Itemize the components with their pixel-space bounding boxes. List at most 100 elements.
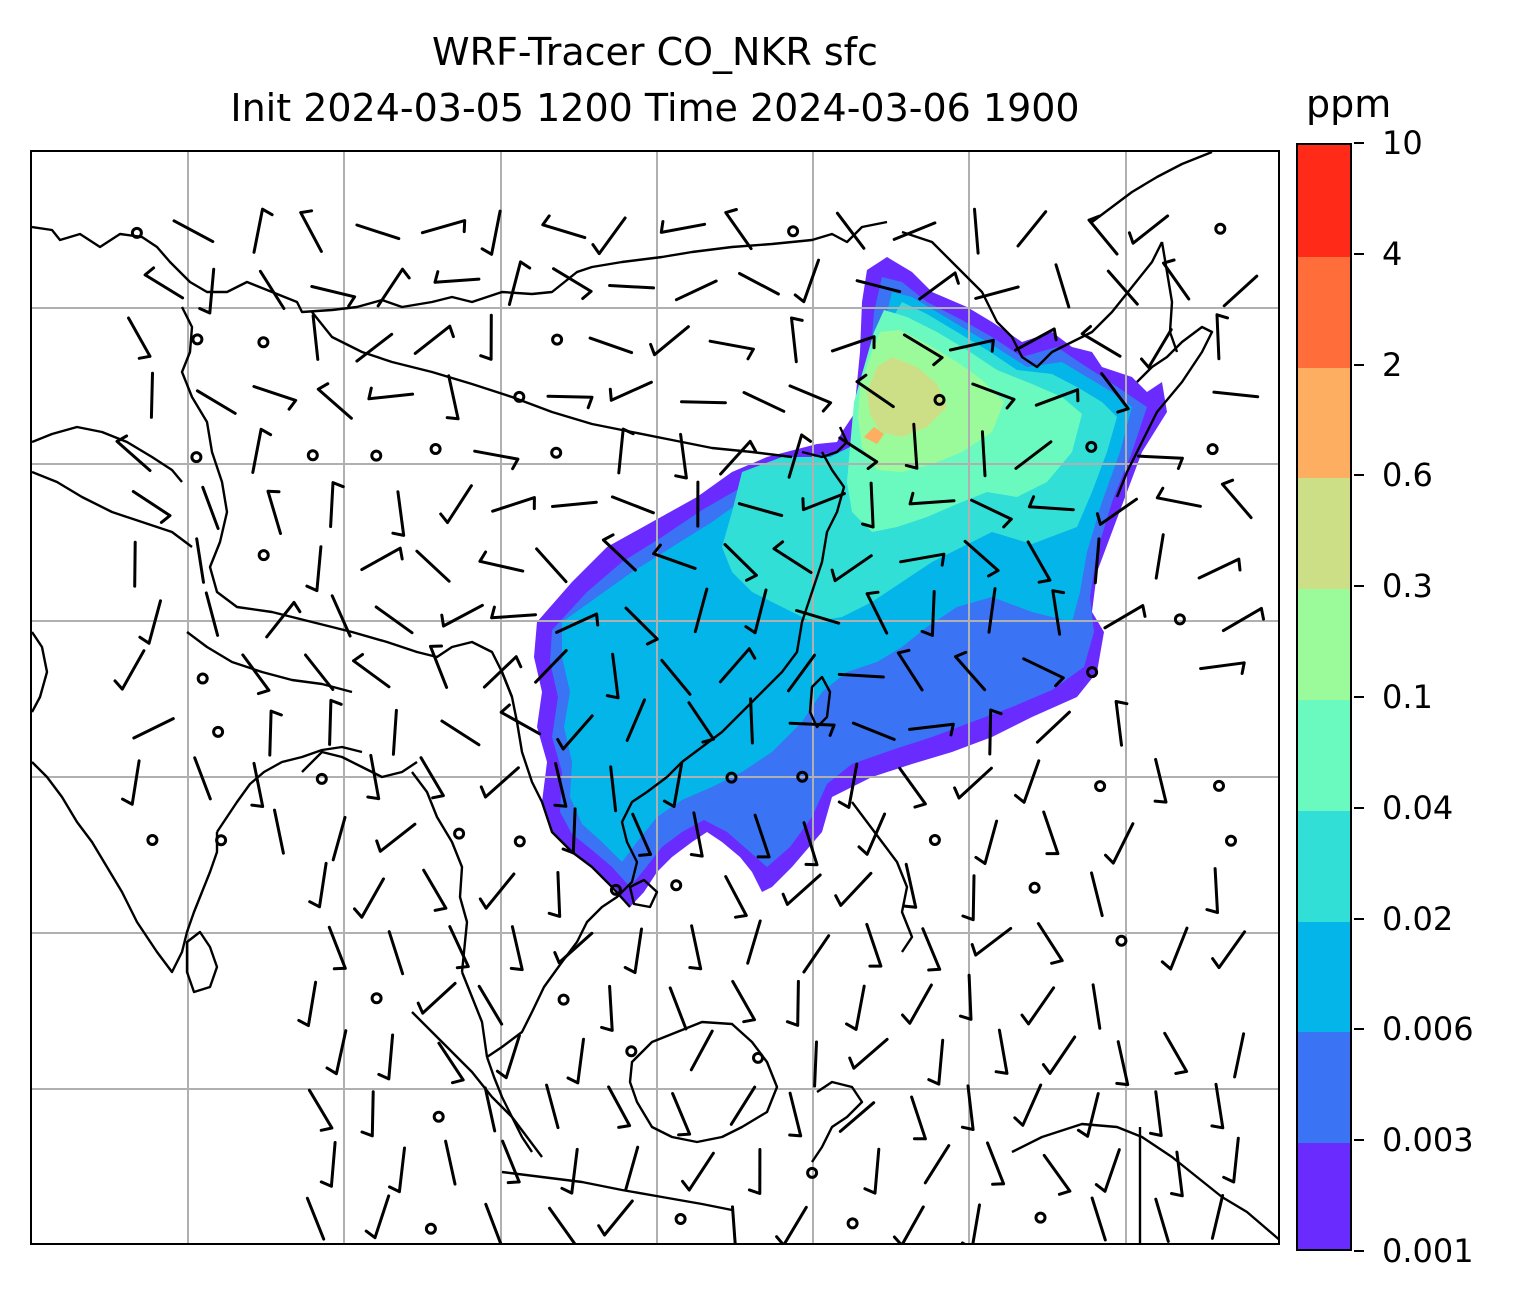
wind-barb [1127, 214, 1170, 245]
calm-wind-marker [191, 333, 204, 346]
wind-barb [1090, 1196, 1107, 1242]
calm-wind-marker [1086, 666, 1099, 679]
coast-hainan [628, 878, 659, 909]
colorbar-tick-label: 0.1 [1382, 678, 1433, 716]
wind-barb [980, 430, 987, 478]
wind-barb [1233, 1032, 1246, 1079]
wind-barb [674, 432, 688, 480]
wind-barb [364, 1194, 391, 1240]
wind-barb [908, 491, 956, 506]
wind-barb [742, 391, 786, 413]
map-panel[interactable] [30, 150, 1280, 1245]
wind-barb [366, 753, 381, 801]
wind-barb [689, 811, 704, 858]
wind-barb [132, 717, 175, 740]
map-title: WRF-Tracer CO_NKR sfc [432, 30, 878, 74]
wind-barb [1106, 269, 1139, 306]
wind-barb [566, 1037, 585, 1085]
calm-wind-marker [550, 446, 563, 459]
coast-india-east [216, 745, 363, 833]
colorbar [1296, 143, 1354, 1251]
wind-barb [718, 647, 757, 684]
wind-barb [509, 925, 524, 972]
calm-wind-marker [933, 393, 946, 406]
wind-barb [491, 496, 536, 513]
wind-barb [795, 609, 841, 625]
wind-barb [499, 703, 542, 736]
wind-barb [624, 606, 659, 646]
wind-barb [834, 871, 873, 907]
wind-barb [1197, 557, 1242, 580]
coast-kyrgyz [32, 470, 193, 548]
wind-barb [193, 756, 212, 801]
wind-barb [415, 549, 451, 583]
wind-barb [541, 214, 587, 240]
colorbar-tick-label: 0.001 [1382, 1232, 1474, 1270]
colorbar-scale [1296, 143, 1352, 1251]
wind-barb [329, 481, 345, 528]
colorbar-segment [1298, 255, 1350, 368]
wind-barb [689, 1029, 714, 1072]
wind-barb [547, 871, 562, 918]
map-canvas [32, 152, 1278, 1243]
wind-barb [297, 980, 318, 1028]
wind-barb [375, 822, 417, 853]
wind-barb [480, 209, 502, 256]
wind-barb [788, 384, 833, 413]
wind-barb [908, 722, 955, 737]
wind-barb [970, 926, 1013, 957]
wind-barb [367, 386, 415, 401]
wind-barb [1027, 495, 1075, 512]
wind-barb [133, 540, 137, 588]
wind-barb [605, 652, 620, 700]
wind-barb [429, 644, 449, 689]
wind-barb [268, 709, 283, 757]
wind-barb [1094, 1148, 1121, 1193]
colorbar-segment [1298, 1031, 1350, 1144]
coast-sulawesi [811, 1080, 864, 1163]
wind-barb [1016, 210, 1048, 248]
wind-barb [1115, 1040, 1130, 1087]
wind-barb [448, 925, 470, 970]
wind-barb [299, 209, 323, 253]
colorbar-tick-label: 0.003 [1382, 1121, 1474, 1160]
wind-barb [1014, 327, 1058, 352]
wind-barb [113, 649, 146, 691]
coast-indochina [486, 776, 668, 1058]
wind-barb [121, 759, 141, 806]
wind-barb [835, 211, 866, 250]
wind-barb [416, 981, 457, 1015]
wind-barb [954, 650, 987, 692]
wind-barb [958, 973, 973, 1021]
coast-kazakh [32, 425, 183, 483]
wind-barb [1103, 604, 1147, 630]
wind-barb [310, 285, 357, 308]
wind-barb [490, 605, 537, 620]
calm-wind-marker [551, 333, 564, 346]
colorbar-segment [1298, 809, 1350, 922]
coast-malay-peninsula [485, 1056, 533, 1153]
wind-barb [785, 979, 800, 1027]
wind-barb [961, 874, 976, 922]
wind-barb [953, 766, 993, 800]
colorbar-tick-label: 0.6 [1382, 456, 1433, 495]
wind-barb [1149, 1090, 1163, 1137]
wind-barb [391, 708, 398, 756]
calm-wind-marker [1085, 440, 1098, 453]
wind-barb [923, 1144, 951, 1185]
wind-barb [437, 1041, 465, 1085]
wind-barb [1140, 328, 1173, 369]
colorbar-tick-label: 0.3 [1382, 567, 1433, 606]
wind-barb [918, 271, 960, 301]
coast-new-guinea [1011, 1122, 1278, 1241]
calm-wind-marker [424, 1222, 437, 1235]
calm-wind-marker [752, 1051, 764, 1064]
wind-barb [801, 492, 846, 512]
wind-barb [535, 547, 568, 584]
wind-barb [848, 1037, 889, 1070]
wind-barb [747, 1148, 762, 1195]
calm-wind-marker [609, 883, 622, 896]
wind-barb [115, 434, 152, 472]
calm-wind-marker [1206, 443, 1219, 456]
wind-barb [127, 316, 152, 360]
